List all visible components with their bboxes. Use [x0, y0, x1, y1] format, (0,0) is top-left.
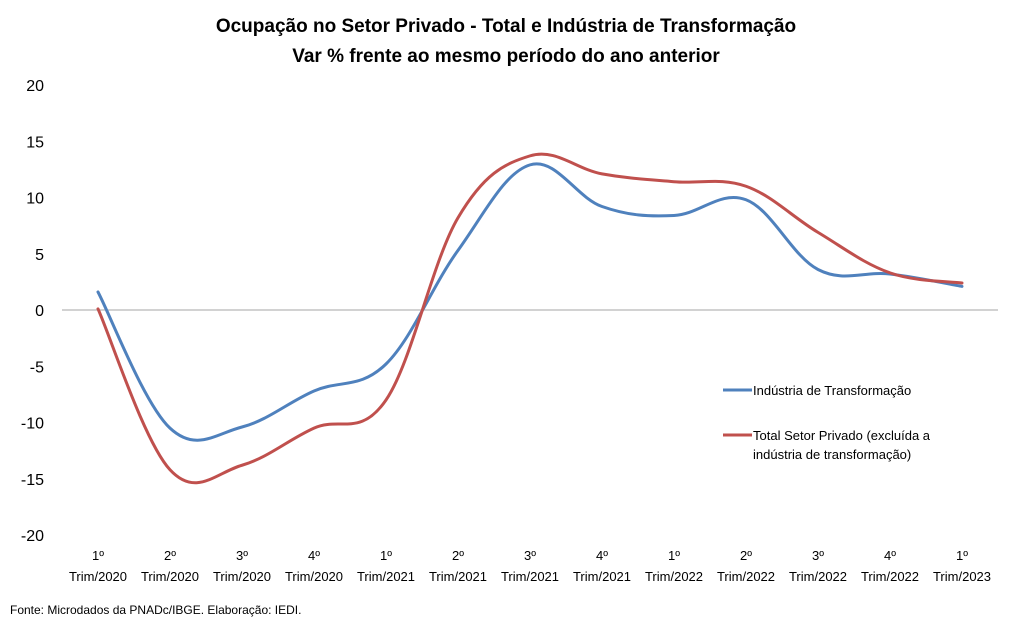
x-tick-label-top: 4º	[884, 548, 896, 563]
legend-label: Total Setor Privado (excluída a	[753, 428, 931, 443]
y-tick-label: 20	[26, 78, 44, 95]
x-tick-label-bottom: Trim/2022	[645, 569, 703, 584]
x-tick-label-top: 2º	[164, 548, 176, 563]
x-tick-label-bottom: Trim/2023	[933, 569, 991, 584]
x-tick-label-bottom: Trim/2022	[789, 569, 847, 584]
series-lines	[96, 152, 964, 485]
x-tick-label-top: 2º	[740, 548, 752, 563]
source-note: Fonte: Microdados da PNADc/IBGE. Elabora…	[10, 603, 301, 617]
x-tick-label-top: 3º	[812, 548, 824, 563]
x-tick-label-top: 3º	[524, 548, 536, 563]
x-tick-label-top: 4º	[596, 548, 608, 563]
x-tick-label-bottom: Trim/2021	[357, 569, 415, 584]
y-tick-label: -15	[21, 472, 44, 489]
y-tick-label: 0	[35, 303, 44, 320]
x-tick-label-bottom: Trim/2022	[717, 569, 775, 584]
x-tick-label-bottom: Trim/2020	[213, 569, 271, 584]
y-tick-label: -20	[21, 528, 44, 545]
x-axis: 1º Trim/2020 2º Trim/2020 3º Trim/2020 4º Trim/…	[69, 548, 991, 584]
x-tick-label-top: 1º	[668, 548, 680, 563]
x-tick-label-bottom: Trim/2020	[69, 569, 127, 584]
x-tick-label-bottom: Trim/2020	[141, 569, 199, 584]
legend-label: indústria de transformação)	[753, 447, 911, 462]
y-tick-label: -5	[30, 359, 44, 376]
series-line	[96, 162, 964, 442]
series-total-setor-privado	[96, 152, 964, 485]
x-tick-label-top: 1º	[92, 548, 104, 563]
y-axis: 20 15 10 5 0 -5 -10 -15 -20	[21, 78, 44, 545]
legend-item: Total Setor Privado (excluída a indústria…	[723, 428, 931, 462]
series-line	[96, 152, 964, 485]
x-tick-label-bottom: Trim/2022	[861, 569, 919, 584]
x-tick-label-top: 4º	[308, 548, 320, 563]
y-tick-label: -10	[21, 416, 44, 433]
legend: Indústria de Transformação Total Setor Pr…	[723, 383, 931, 462]
series-industria-transformacao	[96, 162, 964, 442]
x-tick-label-bottom: Trim/2020	[285, 569, 343, 584]
chart-title: Ocupação no Setor Privado - Total e Indú…	[216, 16, 796, 37]
x-tick-label-top: 2º	[452, 548, 464, 563]
x-tick-label-top: 1º	[380, 548, 392, 563]
chart-subtitle: Var % frente ao mesmo período do ano ant…	[292, 46, 720, 67]
x-tick-label-bottom: Trim/2021	[501, 569, 559, 584]
x-tick-label-bottom: Trim/2021	[429, 569, 487, 584]
legend-label: Indústria de Transformação	[753, 383, 911, 398]
x-tick-label-top: 3º	[236, 548, 248, 563]
legend-item: Indústria de Transformação	[723, 383, 911, 398]
x-tick-label-top: 1º	[956, 548, 968, 563]
y-tick-label: 10	[26, 191, 44, 208]
x-tick-label-bottom: Trim/2021	[573, 569, 631, 584]
y-tick-label: 5	[35, 247, 44, 264]
y-tick-label: 15	[26, 134, 44, 151]
